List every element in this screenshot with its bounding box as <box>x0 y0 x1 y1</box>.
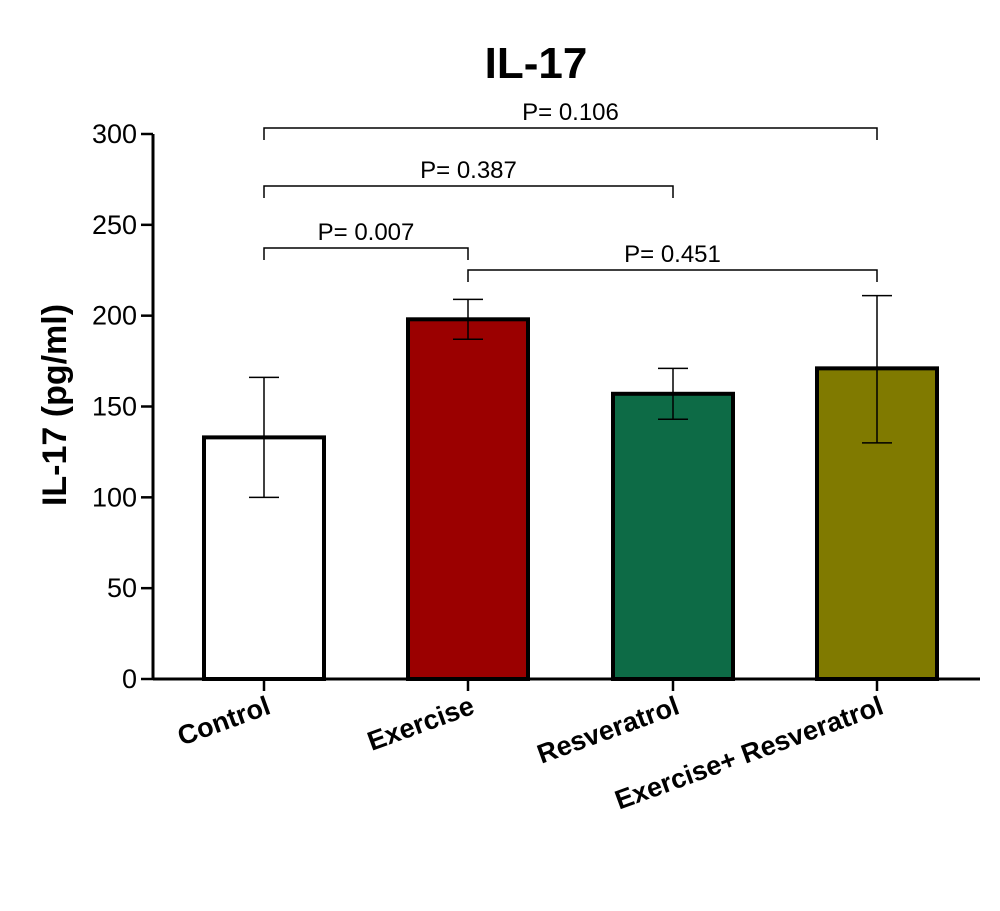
y-tick-label: 250 <box>92 210 137 240</box>
significance-bracket <box>263 127 878 140</box>
p-value-label: P= 0.387 <box>420 157 517 184</box>
chart-title: IL-17 <box>485 39 588 88</box>
y-tick-label: 150 <box>92 392 137 422</box>
y-tick-label: 0 <box>122 664 137 694</box>
x-tick-label: Control <box>174 690 274 751</box>
p-value-label: P= 0.106 <box>522 99 619 126</box>
x-tick-label: Resveratrol <box>533 690 683 769</box>
significance-bracket <box>467 269 878 282</box>
significance-bracket <box>263 247 469 260</box>
bars <box>202 317 939 681</box>
p-value-label: P= 0.451 <box>624 241 721 268</box>
significance-brackets: P= 0.106 P= 0.387 P= 0.007 P= 0.451 <box>263 99 878 282</box>
axes <box>151 134 980 691</box>
error-bars <box>249 294 892 499</box>
y-tick-label: 50 <box>107 573 137 603</box>
y-tick-label: 100 <box>92 482 137 512</box>
significance-bracket <box>263 185 674 198</box>
y-tick-label: 200 <box>92 301 137 331</box>
y-axis-label: IL-17 (pg/ml) <box>36 304 74 506</box>
y-axis-ticks: 0 50 100 150 200 250 300 <box>92 119 153 694</box>
bar <box>611 391 735 681</box>
x-tick-label: Exercise <box>363 690 478 756</box>
y-tick-label: 300 <box>92 119 137 149</box>
p-value-label: P= 0.007 <box>318 219 415 246</box>
bar <box>406 317 530 681</box>
